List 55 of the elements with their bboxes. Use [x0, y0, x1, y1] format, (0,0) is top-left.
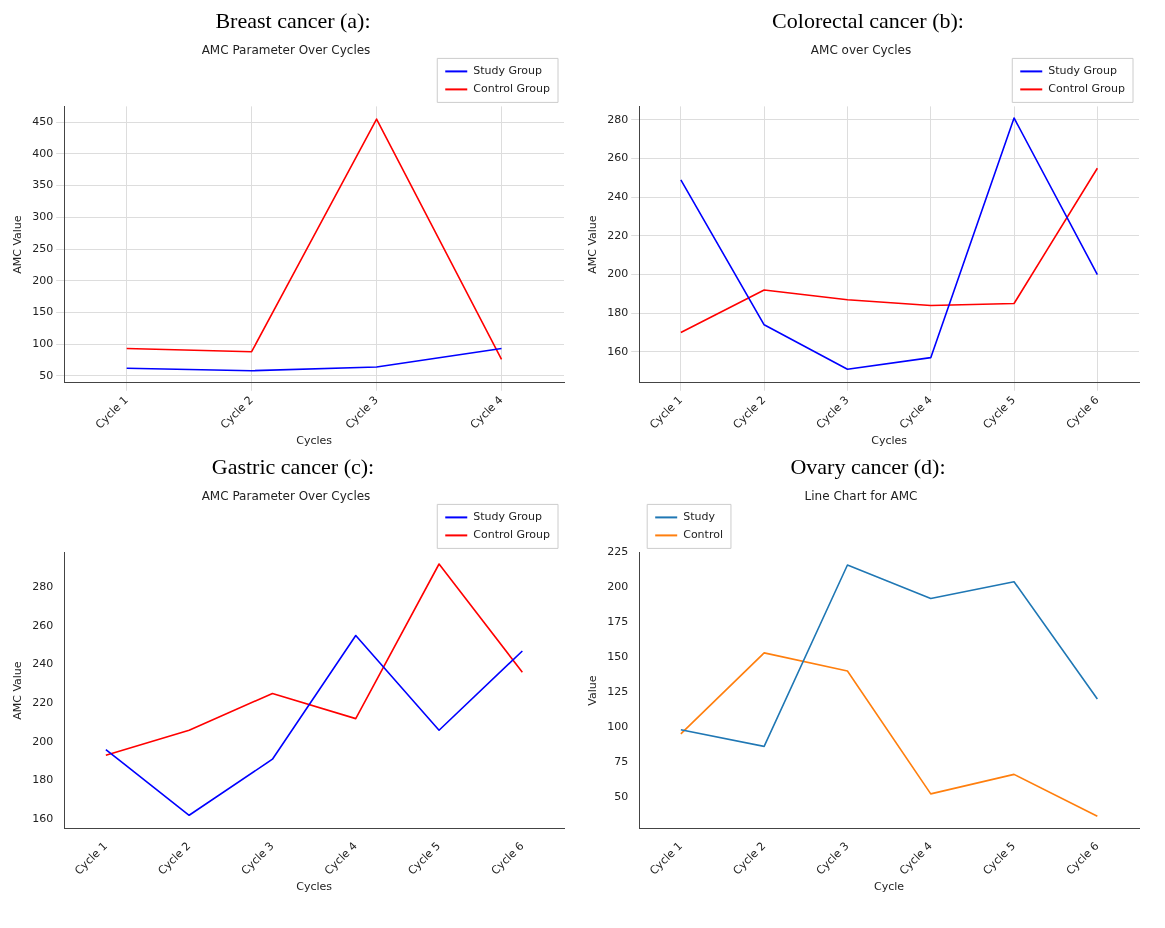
legend-label: Control — [683, 528, 723, 542]
y-axis-title: AMC Value — [11, 661, 25, 720]
y-tick-label: 75 — [614, 754, 629, 768]
y-tick-label: 260 — [607, 151, 629, 165]
y-axis-title: Value — [586, 675, 600, 706]
y-tick-label: 50 — [614, 789, 629, 803]
y-tick-label: 280 — [32, 580, 54, 594]
y-tick-label: 220 — [32, 696, 54, 710]
y-axis-title: AMC Value — [11, 215, 25, 274]
y-tick-label: 400 — [32, 146, 54, 160]
y-tick-label: 100 — [607, 719, 629, 733]
y-tick-label: 200 — [607, 267, 629, 281]
y-tick-label: 450 — [32, 115, 54, 129]
chart-subtitle: AMC Parameter Over Cycles — [201, 43, 371, 58]
y-tick-label: 150 — [32, 305, 54, 319]
y-tick-label: 200 — [32, 273, 54, 287]
y-tick-label: 180 — [32, 773, 54, 787]
y-tick-label: 50 — [39, 368, 54, 382]
y-tick-label: 200 — [607, 580, 629, 594]
x-axis-title: Cycles — [871, 434, 908, 448]
y-tick-label: 225 — [607, 545, 629, 559]
x-axis-title: Cycle — [874, 880, 905, 894]
x-axis-title: Cycles — [296, 434, 333, 448]
legend-label: Control Group — [473, 528, 551, 542]
y-tick-label: 350 — [32, 178, 54, 192]
legend-label: Study Group — [1048, 64, 1118, 78]
y-tick-label: 240 — [32, 657, 54, 671]
y-tick-label: 175 — [607, 615, 629, 629]
chart-title: Colorectal cancer (b): — [771, 8, 965, 35]
y-tick-label: 125 — [607, 684, 629, 698]
y-tick-label: 250 — [32, 241, 54, 255]
y-tick-label: 180 — [607, 306, 629, 320]
y-tick-label: 280 — [607, 112, 629, 126]
legend-label: Study Group — [473, 510, 543, 524]
y-tick-label: 200 — [32, 734, 54, 748]
y-tick-label: 160 — [607, 344, 629, 358]
y-tick-label: 240 — [607, 190, 629, 204]
y-tick-label: 260 — [32, 618, 54, 632]
chart-title: Breast cancer (a): — [214, 8, 372, 35]
chart-title: Ovary cancer (d): — [789, 454, 947, 481]
legend-label: Control Group — [1048, 82, 1126, 96]
y-tick-label: 220 — [607, 228, 629, 242]
y-tick-label: 300 — [32, 210, 54, 224]
chart-subtitle: AMC over Cycles — [810, 43, 912, 58]
y-axis-title: AMC Value — [586, 215, 600, 274]
x-axis-title: Cycles — [296, 880, 333, 894]
chart-subtitle: Line Chart for AMC — [804, 489, 918, 504]
y-tick-label: 100 — [32, 336, 54, 350]
legend-label: Study — [683, 510, 716, 524]
legend-label: Control Group — [473, 82, 551, 96]
legend-label: Study Group — [473, 64, 543, 78]
chart-title: Gastric cancer (c): — [210, 454, 376, 481]
y-tick-label: 160 — [32, 811, 54, 825]
chart-subtitle: AMC Parameter Over Cycles — [201, 489, 371, 504]
y-tick-label: 150 — [607, 649, 629, 663]
